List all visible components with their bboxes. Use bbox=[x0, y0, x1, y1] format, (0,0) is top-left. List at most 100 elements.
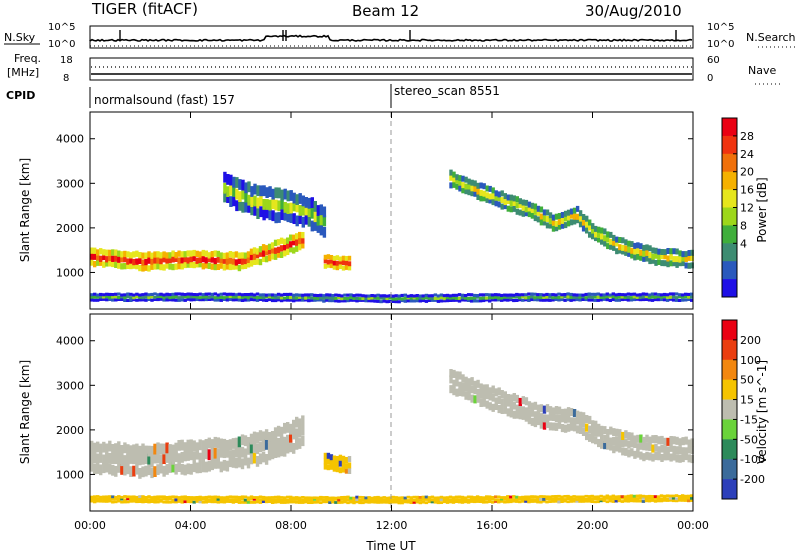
velocity-cell bbox=[500, 496, 504, 499]
power-cell bbox=[231, 298, 236, 302]
velocity-cell bbox=[228, 456, 233, 468]
velocity-cell bbox=[234, 500, 239, 503]
power-cell bbox=[485, 192, 489, 199]
velocity-cell bbox=[141, 443, 145, 455]
power-cell bbox=[301, 237, 305, 244]
velocity-cell bbox=[663, 452, 667, 461]
power-cell bbox=[656, 298, 661, 302]
velocity-cell bbox=[448, 495, 453, 499]
velocity-cell bbox=[168, 500, 172, 504]
power-cell bbox=[560, 298, 564, 302]
power-cell bbox=[111, 249, 115, 256]
velocity-cell bbox=[518, 403, 522, 412]
power-cell bbox=[195, 293, 199, 297]
velocity-cell bbox=[394, 500, 398, 504]
power-cell bbox=[307, 295, 311, 299]
velocity-cell bbox=[599, 494, 603, 498]
velocity-cell bbox=[201, 500, 205, 504]
velocity-cell bbox=[642, 436, 646, 445]
velocity-cell bbox=[352, 498, 356, 502]
power-cell bbox=[572, 207, 577, 214]
power-cell bbox=[460, 293, 465, 297]
velocity-cell bbox=[388, 501, 392, 505]
velocity-cell bbox=[246, 444, 251, 455]
power-cell bbox=[255, 298, 260, 302]
power-cell bbox=[690, 292, 694, 296]
power-cell bbox=[271, 198, 275, 210]
velocity-cell bbox=[270, 448, 275, 460]
power-cell bbox=[335, 255, 340, 261]
power-cell bbox=[472, 293, 477, 297]
velocity-cell bbox=[524, 497, 528, 501]
velocity-cell bbox=[615, 428, 619, 437]
nsky-frame bbox=[89, 25, 694, 49]
power-cell bbox=[518, 296, 522, 300]
power-cell bbox=[455, 174, 459, 181]
power-cell bbox=[476, 188, 480, 195]
velocity-cell bbox=[216, 495, 220, 499]
velocity-cell bbox=[237, 495, 242, 499]
velocity-cell bbox=[105, 452, 109, 464]
velocity-cell bbox=[548, 412, 553, 421]
power-cell bbox=[494, 298, 498, 302]
power-cell bbox=[283, 250, 287, 257]
power-cell bbox=[301, 195, 305, 207]
velocity-cell bbox=[243, 495, 248, 499]
power-cell bbox=[623, 297, 628, 301]
power-cell bbox=[268, 209, 272, 221]
velocity-cell bbox=[243, 501, 248, 504]
velocity-cell bbox=[129, 497, 133, 501]
velocity-cell bbox=[614, 497, 618, 501]
power-cell bbox=[485, 185, 489, 192]
velocity-cell bbox=[512, 499, 516, 503]
power-cell bbox=[536, 293, 540, 297]
power-cell bbox=[458, 175, 462, 182]
power-cell bbox=[346, 293, 350, 297]
power-cell bbox=[332, 260, 337, 266]
power-cell bbox=[494, 295, 498, 299]
power-cell bbox=[126, 292, 130, 296]
power-cell bbox=[301, 242, 305, 249]
velocity-cell bbox=[672, 436, 676, 445]
velocity-cell bbox=[129, 499, 133, 503]
power-cell bbox=[123, 296, 127, 300]
velocity-cell bbox=[313, 498, 317, 501]
power-cell bbox=[500, 296, 504, 300]
power-cell bbox=[304, 197, 308, 208]
velocity-cell bbox=[515, 500, 519, 503]
velocity-cell bbox=[548, 497, 552, 501]
velocity-cell bbox=[569, 417, 574, 426]
velocity-cell bbox=[344, 463, 349, 470]
power-cell bbox=[557, 298, 561, 302]
power-cell bbox=[593, 295, 597, 299]
velocity-cell bbox=[458, 381, 462, 390]
power-cell bbox=[129, 262, 133, 270]
power-cell bbox=[497, 296, 501, 300]
power-cell bbox=[600, 238, 604, 245]
velocity-cell bbox=[340, 496, 344, 499]
power-cell bbox=[138, 295, 142, 299]
power-cell bbox=[572, 213, 577, 220]
velocity-cell bbox=[298, 498, 302, 502]
velocity-cell bbox=[641, 494, 646, 498]
velocity-cell bbox=[494, 498, 498, 502]
power-cell bbox=[168, 296, 172, 300]
power-cell bbox=[237, 295, 242, 299]
power-data bbox=[90, 169, 694, 304]
velocity-cell bbox=[551, 407, 556, 416]
power-cell bbox=[638, 296, 643, 300]
velocity-cell bbox=[578, 495, 582, 499]
velocity-cell bbox=[105, 461, 109, 473]
power-cell bbox=[267, 293, 272, 297]
freq-strip: Freq. [MHz] 18 8 60 0 Nave bbox=[7, 52, 780, 85]
power-colorbar-label: Power [dB] bbox=[755, 177, 769, 242]
velocity-cell bbox=[662, 494, 667, 498]
power-cell bbox=[554, 297, 558, 301]
velocity-cell bbox=[557, 500, 561, 504]
power-cell bbox=[264, 295, 269, 299]
velocity-cell bbox=[449, 375, 453, 384]
power-cell bbox=[295, 201, 299, 213]
power-cell bbox=[244, 182, 248, 194]
velocity-cell bbox=[264, 439, 269, 450]
power-cell bbox=[379, 294, 383, 298]
